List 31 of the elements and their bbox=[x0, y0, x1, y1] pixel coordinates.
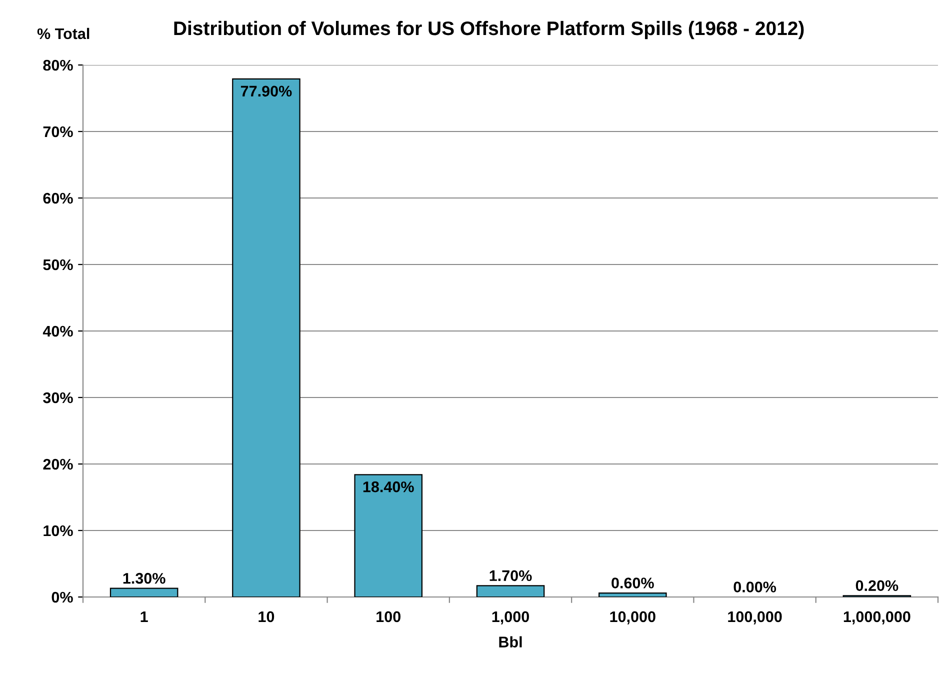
data-label: 18.40% bbox=[363, 481, 414, 492]
data-label: 1.70% bbox=[490, 570, 532, 582]
data-label: 0.60% bbox=[612, 578, 654, 588]
x-axis-title: Bbl bbox=[499, 636, 522, 648]
data-label: 77.90% bbox=[240, 86, 292, 97]
x-tick-label: 10,000 bbox=[610, 611, 656, 624]
x-tick-label: 100,000 bbox=[728, 611, 782, 624]
bar bbox=[354, 474, 422, 597]
x-tick-label: 1,000,000 bbox=[844, 611, 910, 624]
y-axis-title: % Total bbox=[37, 28, 90, 40]
y-tick-label: 80% bbox=[43, 60, 73, 71]
y-tick-label: 60% bbox=[43, 192, 73, 204]
bar bbox=[110, 588, 178, 597]
x-tick-label: 1,000 bbox=[492, 611, 529, 624]
y-tick-label: 50% bbox=[43, 259, 73, 270]
y-tick-label: 20% bbox=[43, 458, 73, 470]
data-label: 0.20% bbox=[856, 580, 898, 592]
y-tick-label: 40% bbox=[42, 326, 73, 337]
x-tick-label: 100 bbox=[376, 611, 400, 622]
bar bbox=[598, 592, 667, 597]
y-tick-label: 0% bbox=[52, 592, 73, 603]
y-tick-label: 30% bbox=[43, 392, 73, 404]
chart-title: Distribution of Volumes for US Offshore Platform Spills (1968 - 2012) bbox=[174, 20, 804, 40]
x-tick-label: 10 bbox=[258, 611, 274, 622]
bar bbox=[232, 78, 300, 597]
y-tick-label: 10% bbox=[44, 525, 73, 536]
bar bbox=[476, 585, 545, 597]
data-label: 1.30% bbox=[123, 572, 166, 584]
data-label: 0.00% bbox=[734, 582, 776, 592]
y-tick-label: 70% bbox=[43, 126, 73, 138]
x-tick-label: 1 bbox=[140, 611, 148, 622]
